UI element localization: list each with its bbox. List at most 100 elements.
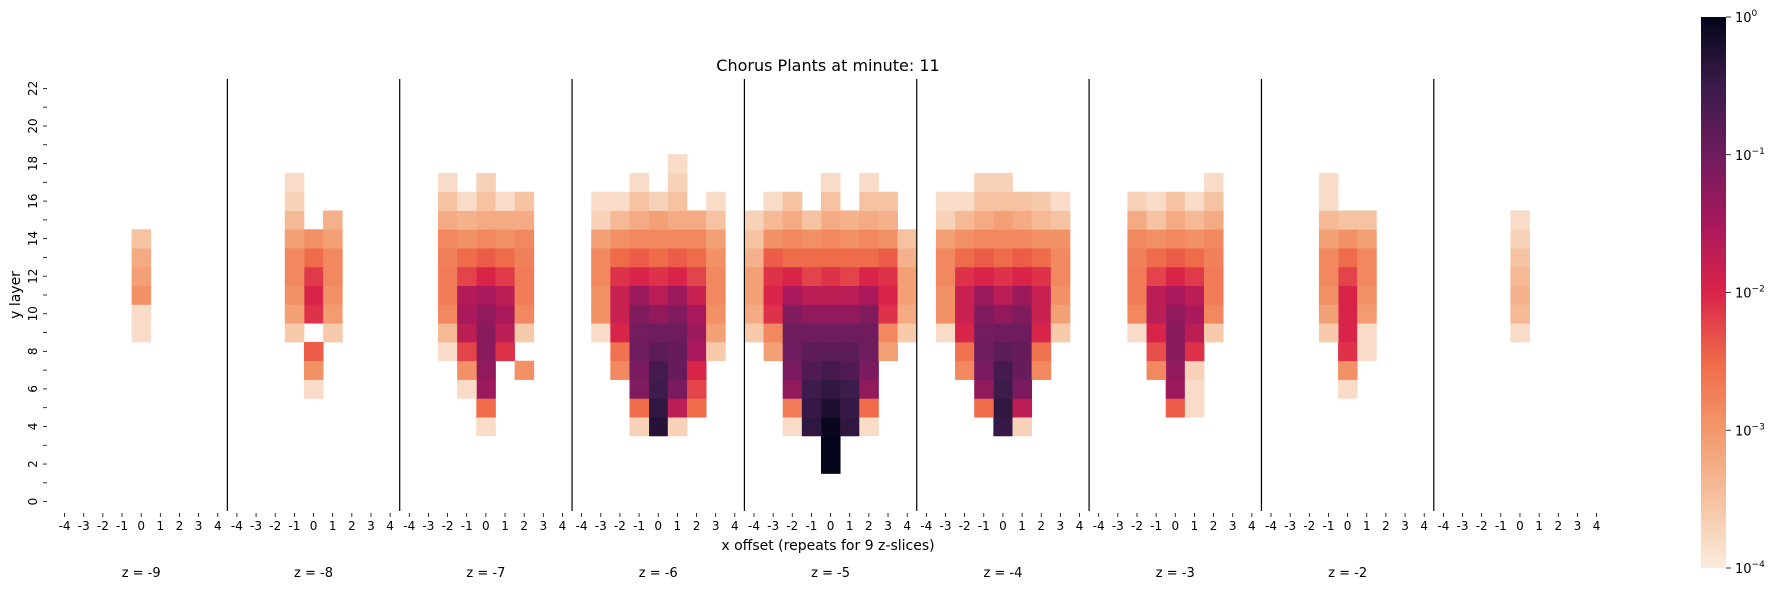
heatmap-cell bbox=[1184, 341, 1205, 362]
heatmap-cell bbox=[457, 248, 477, 268]
heatmap-cell bbox=[955, 248, 975, 268]
heatmap-cell bbox=[840, 417, 860, 437]
heatmap-cell bbox=[763, 304, 784, 324]
heatmap-cell bbox=[610, 210, 630, 230]
heatmap-cell bbox=[476, 323, 496, 343]
heatmap-cell bbox=[706, 341, 726, 362]
heatmap-cell bbox=[1012, 341, 1033, 362]
heatmap-cell bbox=[840, 323, 860, 343]
heatmap-cell bbox=[686, 266, 707, 287]
heatmap-cell bbox=[801, 285, 822, 305]
heatmap-cell bbox=[993, 417, 1013, 437]
heatmap-cell bbox=[1031, 304, 1052, 324]
x-tick-label: -4 bbox=[576, 519, 588, 533]
heatmap-cell bbox=[495, 323, 515, 343]
x-tick-label: 2 bbox=[1554, 519, 1562, 533]
heatmap-cell bbox=[1184, 398, 1205, 418]
heatmap-cell bbox=[476, 417, 496, 437]
heatmap-cell bbox=[1165, 285, 1186, 305]
heatmap-cell bbox=[648, 398, 669, 418]
heatmap-cell bbox=[801, 248, 822, 268]
heatmap-cell bbox=[821, 191, 841, 211]
heatmap-cell bbox=[476, 191, 496, 211]
y-tick-label: 20 bbox=[26, 118, 40, 133]
heatmap-cell bbox=[993, 323, 1013, 343]
heatmap-cell bbox=[610, 341, 630, 362]
heatmap-cell bbox=[1338, 285, 1358, 305]
heatmap-cell bbox=[686, 341, 707, 362]
y-tick-label: 4 bbox=[26, 423, 40, 431]
heatmap-cell bbox=[935, 229, 956, 249]
heatmap-cell bbox=[1146, 341, 1167, 362]
y-tick-label: 2 bbox=[26, 460, 40, 468]
heatmap-cell bbox=[1127, 191, 1147, 211]
heatmap-cell bbox=[782, 248, 803, 268]
heatmap-cell bbox=[1510, 304, 1530, 324]
heatmap-cell bbox=[782, 323, 803, 343]
heatmap-cell bbox=[284, 229, 305, 249]
heatmap-cell bbox=[131, 285, 152, 305]
heatmap-cell bbox=[648, 266, 669, 287]
heatmap-cell bbox=[495, 191, 515, 211]
heatmap-cell bbox=[1357, 323, 1377, 343]
heatmap-cell bbox=[993, 360, 1013, 380]
heatmap-cell bbox=[323, 229, 343, 249]
heatmap-cell bbox=[1338, 210, 1358, 230]
heatmap-cell bbox=[1165, 323, 1186, 343]
heatmap-cell bbox=[763, 191, 784, 211]
heatmap-cell bbox=[476, 266, 496, 287]
chart-title: Chorus Plants at minute: 11 bbox=[716, 56, 939, 75]
x-tick-label: 3 bbox=[540, 519, 548, 533]
heatmap-cell bbox=[1338, 379, 1358, 399]
heatmap-cell bbox=[878, 266, 898, 287]
heatmap-cell bbox=[955, 360, 975, 380]
heatmap-cell bbox=[495, 229, 515, 249]
heatmap-cell bbox=[648, 360, 669, 380]
x-tick-label: -3 bbox=[422, 519, 434, 533]
heatmap-cell bbox=[323, 210, 343, 230]
heatmap-cell bbox=[993, 266, 1013, 287]
heatmap-cell bbox=[303, 285, 324, 305]
heatmap-cell bbox=[457, 266, 477, 287]
heatmap-cell bbox=[763, 229, 784, 249]
heatmap-cell bbox=[1165, 379, 1186, 399]
heatmap-cell bbox=[591, 248, 611, 268]
heatmap-cell bbox=[974, 210, 994, 230]
heatmap-cell bbox=[744, 266, 764, 287]
heatmap-cell bbox=[648, 229, 669, 249]
x-tick-label: -1 bbox=[288, 519, 300, 533]
heatmap-cell bbox=[284, 266, 305, 287]
heatmap-cell bbox=[1338, 341, 1358, 362]
heatmap-cell bbox=[667, 285, 688, 305]
heatmap-cell bbox=[629, 323, 650, 343]
heatmap-cell bbox=[610, 285, 630, 305]
heatmap-cell bbox=[1050, 229, 1071, 249]
heatmap-cell bbox=[514, 304, 535, 324]
x-tick-label: 3 bbox=[712, 519, 720, 533]
heatmap-cell bbox=[648, 285, 669, 305]
heatmap-cell bbox=[878, 248, 898, 268]
heatmap-cell bbox=[476, 341, 496, 362]
heatmap-cell bbox=[1127, 285, 1147, 305]
heatmap-cell bbox=[840, 285, 860, 305]
heatmap-cell bbox=[1318, 285, 1339, 305]
heatmap-cell bbox=[131, 248, 152, 268]
x-tick-label: 1 bbox=[156, 519, 164, 533]
heatmap-cell bbox=[1318, 304, 1339, 324]
heatmap-cell bbox=[1050, 285, 1071, 305]
heatmap-cell bbox=[1146, 266, 1167, 287]
heatmap-cell bbox=[1146, 248, 1167, 268]
heatmap-cell bbox=[1050, 266, 1071, 287]
x-tick-label: 2 bbox=[176, 519, 184, 533]
y-tick-label: 18 bbox=[26, 156, 40, 171]
heatmap-cell bbox=[610, 266, 630, 287]
heatmap-cell bbox=[763, 248, 784, 268]
heatmap-cell bbox=[821, 323, 841, 343]
x-tick-label: -4 bbox=[920, 519, 932, 533]
heatmap-cell bbox=[686, 248, 707, 268]
heatmap-cell bbox=[1165, 360, 1186, 380]
heatmap-cell bbox=[457, 341, 477, 362]
heatmap-cell bbox=[974, 248, 994, 268]
x-tick-label: -2 bbox=[959, 519, 971, 533]
x-tick-label: 4 bbox=[559, 519, 567, 533]
